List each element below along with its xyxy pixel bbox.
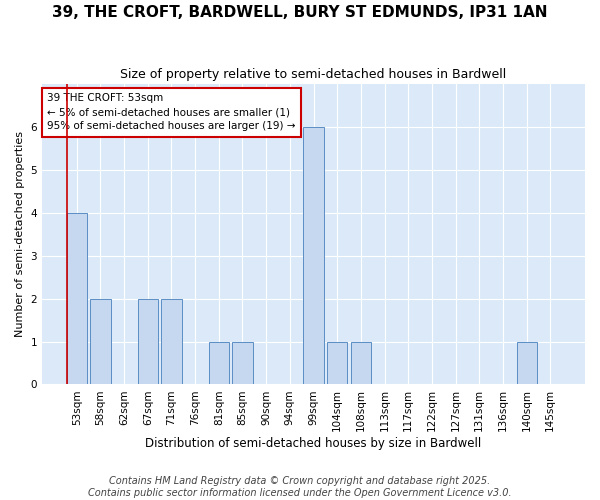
Title: Size of property relative to semi-detached houses in Bardwell: Size of property relative to semi-detach… bbox=[121, 68, 506, 80]
Bar bbox=[209, 342, 229, 384]
Text: 39 THE CROFT: 53sqm
← 5% of semi-detached houses are smaller (1)
95% of semi-det: 39 THE CROFT: 53sqm ← 5% of semi-detache… bbox=[47, 94, 296, 132]
Bar bbox=[351, 342, 371, 384]
Text: 39, THE CROFT, BARDWELL, BURY ST EDMUNDS, IP31 1AN: 39, THE CROFT, BARDWELL, BURY ST EDMUNDS… bbox=[52, 5, 548, 20]
Bar bbox=[304, 128, 323, 384]
Bar bbox=[517, 342, 536, 384]
Bar bbox=[161, 298, 182, 384]
Bar bbox=[327, 342, 347, 384]
Bar bbox=[232, 342, 253, 384]
Bar bbox=[67, 213, 87, 384]
Bar bbox=[91, 298, 110, 384]
Y-axis label: Number of semi-detached properties: Number of semi-detached properties bbox=[15, 132, 25, 338]
Text: Contains HM Land Registry data © Crown copyright and database right 2025.
Contai: Contains HM Land Registry data © Crown c… bbox=[88, 476, 512, 498]
X-axis label: Distribution of semi-detached houses by size in Bardwell: Distribution of semi-detached houses by … bbox=[145, 437, 482, 450]
Bar bbox=[138, 298, 158, 384]
